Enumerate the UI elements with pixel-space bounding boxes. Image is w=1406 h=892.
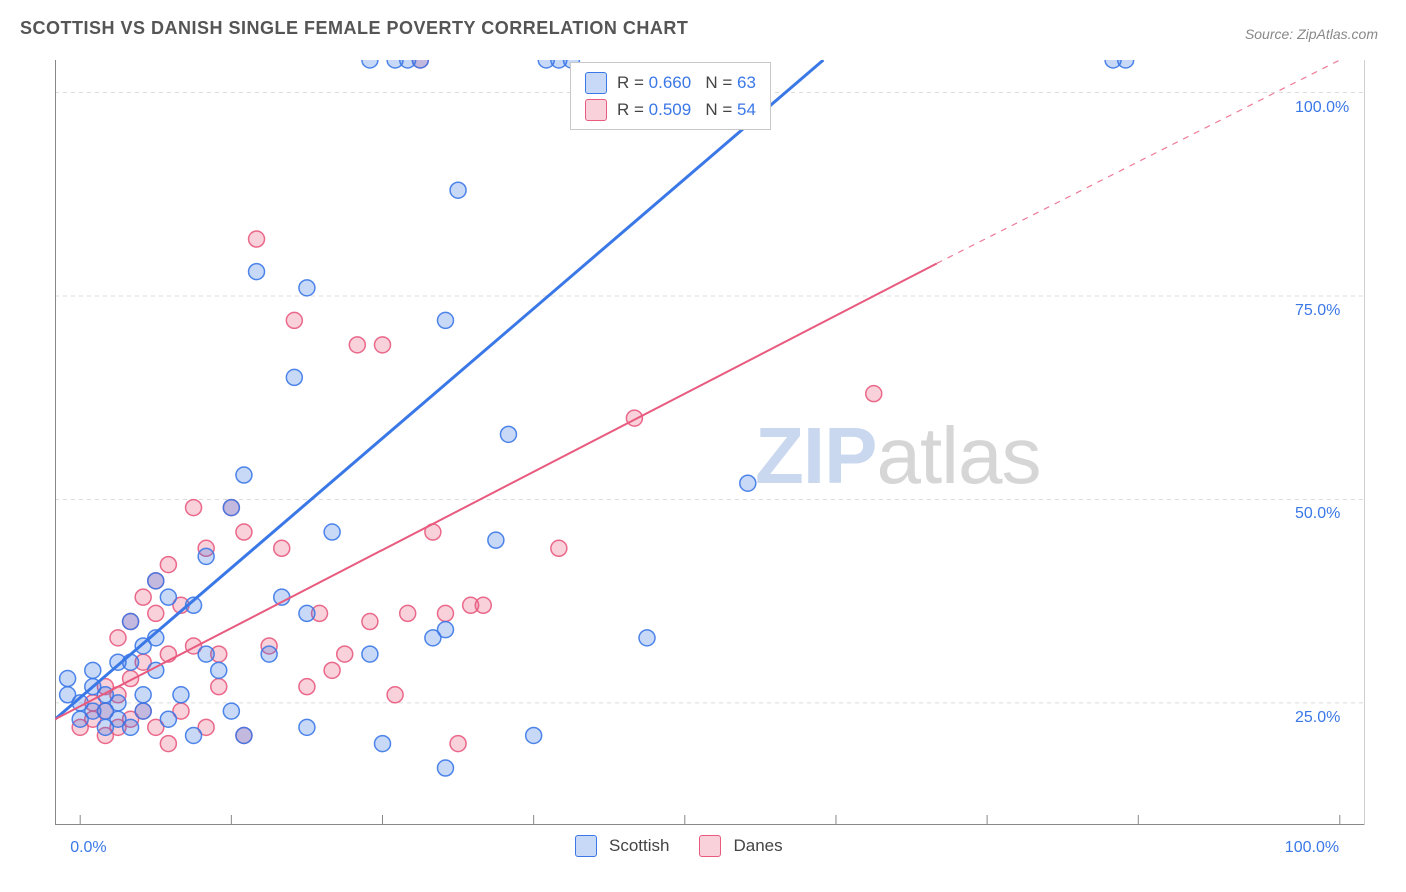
legend-series-name: Scottish [609,836,669,856]
legend-swatch [699,835,721,857]
legend-series: Scottish Danes [575,835,801,857]
legend-swatch [585,72,607,94]
scatter-plot [55,60,1365,825]
legend-series-name: Danes [733,836,782,856]
legend-swatch [585,99,607,121]
source-label: Source: ZipAtlas.com [1245,26,1378,42]
y-tick-label: 25.0% [1295,709,1340,727]
legend-stat-text: R = 0.509 N = 54 [617,96,756,123]
chart-title: SCOTTISH VS DANISH SINGLE FEMALE POVERTY… [20,18,688,39]
y-tick-label: 75.0% [1295,302,1340,320]
legend-stat-row: R = 0.509 N = 54 [585,96,756,123]
x-tick-label: 0.0% [70,839,106,857]
legend-stats: R = 0.660 N = 63R = 0.509 N = 54 [570,62,771,130]
x-tick-label: 100.0% [1285,839,1339,857]
y-tick-label: 100.0% [1295,99,1349,117]
legend-stat-row: R = 0.660 N = 63 [585,69,756,96]
y-tick-label: 50.0% [1295,505,1340,523]
legend-stat-text: R = 0.660 N = 63 [617,69,756,96]
legend-swatch [575,835,597,857]
